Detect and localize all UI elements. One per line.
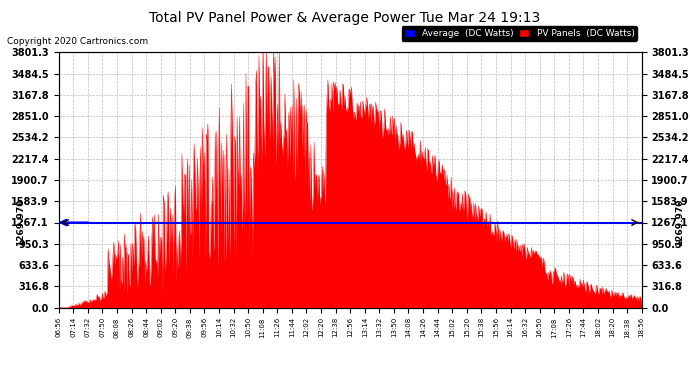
Text: Total PV Panel Power & Average Power Tue Mar 24 19:13: Total PV Panel Power & Average Power Tue… xyxy=(149,11,541,25)
Legend: Average  (DC Watts), PV Panels  (DC Watts): Average (DC Watts), PV Panels (DC Watts) xyxy=(402,26,637,41)
Text: 1269.970: 1269.970 xyxy=(17,199,26,246)
Text: Copyright 2020 Cartronics.com: Copyright 2020 Cartronics.com xyxy=(7,38,148,46)
Text: 1269.970: 1269.970 xyxy=(675,199,684,246)
